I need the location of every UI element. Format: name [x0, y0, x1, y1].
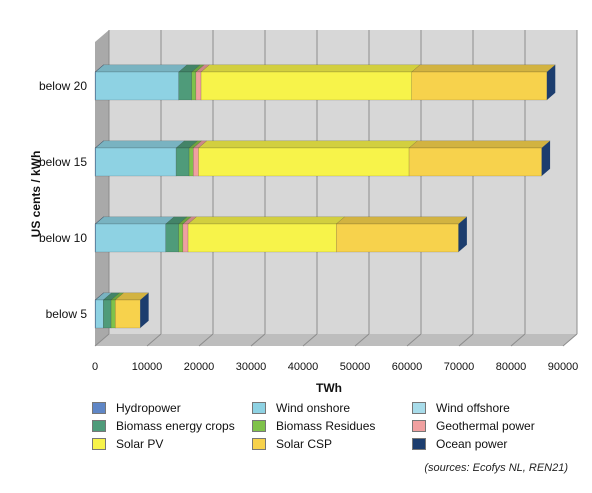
x-tick-label: 70000 [444, 361, 475, 373]
bar-segment [175, 147, 190, 177]
legend-swatch [412, 402, 426, 414]
x-tick-label: 60000 [392, 361, 423, 373]
legend-swatch [412, 420, 426, 432]
bar-segment-top [408, 140, 551, 149]
legend-label: Wind onshore [276, 401, 351, 415]
bar-segment-top [94, 216, 175, 225]
bar-segment-top [187, 216, 346, 225]
bar-segment-top [200, 64, 421, 73]
legend-label: Hydropower [116, 401, 181, 415]
legend-label: Biomass Residues [276, 419, 376, 433]
bar-segment [182, 223, 189, 253]
legend-item: Solar PV [92, 436, 252, 452]
floor-gridline [354, 333, 370, 347]
legend-swatch [92, 402, 106, 414]
bar-segment [336, 223, 459, 253]
x-tick-label: 30000 [236, 361, 267, 373]
floor [95, 334, 577, 346]
bar-segment-top [197, 140, 419, 149]
legend-label: Solar PV [116, 437, 164, 451]
side-wall [95, 30, 109, 346]
floor-gridline [198, 333, 214, 347]
legend-swatch [92, 420, 106, 432]
legend-swatch [412, 438, 426, 450]
floor-gridline [250, 333, 266, 347]
bar-segment [408, 147, 542, 177]
bar-segment [110, 299, 116, 329]
legend: Hydropower Wind onshore Wind offshore Bioma… [92, 400, 572, 452]
bar-segment [95, 223, 166, 253]
bar-segment [198, 147, 410, 177]
bar-segment [95, 147, 177, 177]
bar-segment [411, 71, 548, 101]
floor-gridline [458, 333, 474, 347]
legend-label: Solar CSP [276, 437, 333, 451]
y-tick-label: below 5 [46, 307, 88, 321]
bar-segment [191, 71, 197, 101]
y-tick-label: below 20 [39, 79, 87, 93]
bar-segment [188, 147, 194, 177]
x-tick-label: 90000 [548, 361, 579, 373]
bar-segment [103, 299, 112, 329]
bar-segment [178, 71, 192, 101]
legend-swatch [252, 438, 266, 450]
legend-item: Wind onshore [252, 400, 412, 416]
bar-segment [95, 299, 104, 329]
legend-item: Hydropower [92, 400, 252, 416]
x-tick-label: 0 [92, 361, 98, 373]
legend-item: Biomass Residues [252, 418, 412, 434]
bar-segment-top [335, 216, 468, 225]
y-axis-title: US cents / kWh [29, 151, 43, 238]
x-tick-label: 80000 [496, 361, 527, 373]
floor-gridline [562, 333, 578, 347]
bar-segment [193, 147, 199, 177]
y-tick-label: below 15 [39, 155, 87, 169]
x-tick-label: 10000 [132, 361, 163, 373]
floor-gridline [302, 333, 318, 347]
legend-item: Ocean power [412, 436, 572, 452]
x-axis-title: TWh [316, 381, 342, 395]
bar-segment [165, 223, 179, 253]
legend-label: Ocean power [436, 437, 508, 451]
bar-segment [200, 71, 412, 101]
legend-swatch [252, 420, 266, 432]
bar-segment-top [411, 64, 556, 73]
x-tick-label: 40000 [288, 361, 319, 373]
legend-item: Wind offshore [412, 400, 572, 416]
bar-segment-top [94, 64, 188, 73]
legend-item: Biomass energy crops [92, 418, 252, 434]
legend-label: Wind offshore [436, 401, 510, 415]
bar-segment [115, 299, 141, 329]
bar-segment-top [94, 140, 186, 149]
legend-item: Geothermal power [412, 418, 572, 434]
bar-end-cap [541, 140, 551, 176]
legend-swatch [92, 438, 106, 450]
floor-gridline [146, 333, 162, 347]
bar-segment [95, 71, 179, 101]
bar-segment [187, 223, 337, 253]
source-note: (sources: Ecofys NL, REN21) [424, 462, 568, 474]
floor-gridline [510, 333, 526, 347]
bar-segment [195, 71, 202, 101]
bar-end-cap [140, 292, 149, 328]
floor-gridline [406, 333, 422, 347]
legend-item: Solar CSP [252, 436, 412, 452]
back-wall [109, 30, 577, 334]
legend-label: Geothermal power [436, 419, 535, 433]
legend-label: Biomass energy crops [116, 419, 235, 433]
bar-end-cap [458, 216, 467, 252]
legend-swatch [252, 402, 266, 414]
bar-segment [178, 223, 184, 253]
x-tick-label: 50000 [340, 361, 371, 373]
bar-end-cap [546, 64, 556, 100]
x-tick-label: 20000 [184, 361, 215, 373]
floor-gridline [94, 333, 110, 347]
y-tick-label: below 10 [39, 231, 87, 245]
